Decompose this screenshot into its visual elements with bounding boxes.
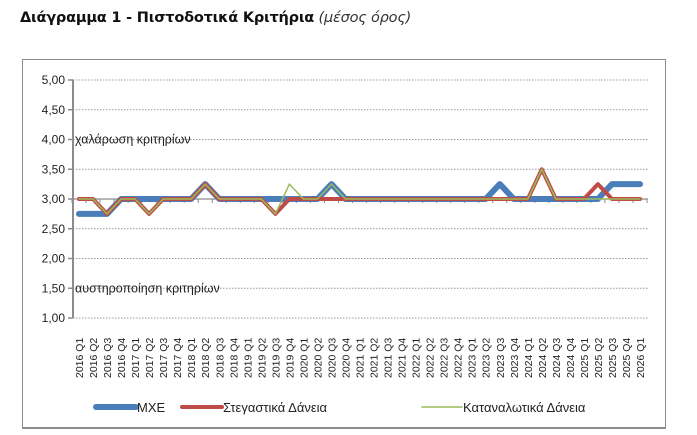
- x-tick-label: 2023 Q2: [481, 338, 493, 378]
- y-tick-label: 1,50: [42, 281, 66, 295]
- x-tick-label: 2020 Q1: [298, 338, 310, 378]
- x-tick-label: 2025 Q3: [607, 338, 619, 378]
- x-tick-label: 2021 Q2: [369, 338, 381, 378]
- x-tick-label: 2024 Q2: [537, 338, 549, 378]
- x-tick-label: 2017 Q4: [172, 338, 184, 378]
- x-tick-label: 2020 Q4: [340, 338, 352, 378]
- housing-loans-series-line: [77, 167, 642, 216]
- x-axis-ticks: 2016 Q1 2016 Q2 2016 Q3 2016 Q4 2017 Q1 2017 …: [74, 338, 647, 378]
- series-lines: [76, 167, 643, 217]
- x-tick-label: 2021 Q1: [355, 338, 367, 378]
- x-tick-label: 2019 Q4: [284, 338, 296, 378]
- x-tick-label: 2026 Q1: [635, 338, 647, 378]
- x-tick-label: 2024 Q1: [523, 338, 535, 378]
- x-tick-label: 2018 Q3: [214, 338, 226, 378]
- legend-label: Καταναλωτικά Δάνεια: [463, 400, 586, 415]
- y-tick-label: 4,50: [42, 103, 66, 117]
- legend: ΜΧΕ Στεγαστικά Δάνεια Καταναλωτικά Δάνεια: [93, 400, 586, 415]
- x-tick-label: 2025 Q1: [579, 338, 591, 378]
- chart-title-sub: (μέσος όρος): [318, 10, 412, 26]
- annotations: χαλάρωση κριτηρίων αυστηροποίηση κριτηρίω…: [75, 133, 220, 296]
- chart-title-main: Διάγραμμα 1 - Πιστοδοτικά Κριτήρια: [20, 10, 315, 26]
- chart-frame: [22, 59, 666, 429]
- x-tick-label: 2019 Q1: [242, 338, 254, 378]
- x-tick-label: 2022 Q4: [453, 338, 465, 378]
- x-tick-label: 2025 Q4: [621, 338, 633, 378]
- x-tick-label: 2017 Q1: [130, 338, 142, 378]
- legend-item-housing-loans: Στεγαστικά Δάνεια: [180, 400, 328, 415]
- x-tick-label: 2024 Q4: [565, 338, 577, 378]
- consumer-loans-series-line: [78, 168, 641, 215]
- x-tick-label: 2023 Q1: [467, 338, 479, 378]
- x-tick-label: 2016 Q1: [74, 338, 86, 378]
- x-tick-label: 2020 Q3: [326, 338, 338, 378]
- x-tick-label: 2018 Q4: [228, 338, 240, 378]
- x-tick-label: 2021 Q4: [397, 338, 409, 378]
- y-axis-ticks: 5,00 4,50 4,00 3,50 3,00 2,50 2,00 1,50 1,00: [42, 73, 66, 325]
- x-tick-label: 2018 Q1: [186, 338, 198, 378]
- x-tick-label: 2021 Q3: [383, 338, 395, 378]
- y-tick-label: 3,50: [42, 162, 66, 176]
- x-tick-label: 2018 Q2: [200, 338, 212, 378]
- x-tick-label: 2022 Q3: [439, 338, 451, 378]
- chart-annotation: χαλάρωση κριτηρίων: [75, 133, 191, 147]
- legend-label: Στεγαστικά Δάνεια: [223, 400, 328, 415]
- x-tick-label: 2024 Q3: [551, 338, 563, 378]
- x-tick-label: 2017 Q3: [158, 338, 170, 378]
- y-tick-label: 2,00: [42, 252, 66, 266]
- y-tick-label: 5,00: [42, 73, 66, 87]
- x-tick-label: 2022 Q1: [411, 338, 423, 378]
- chart-annotation: αυστηροποίηση κριτηρίων: [75, 281, 220, 295]
- x-tick-label: 2017 Q2: [144, 338, 156, 378]
- chart-title: Διάγραμμα 1 - Πιστοδοτικά Κριτήρια (μέσο…: [20, 10, 411, 26]
- y-tick-label: 1,00: [42, 311, 66, 325]
- legend-label: ΜΧΕ: [137, 400, 166, 415]
- legend-item-consumer-loans: Καταναλωτικά Δάνεια: [421, 400, 586, 415]
- x-tick-label: 2023 Q3: [495, 338, 507, 378]
- y-tick-label: 2,50: [42, 222, 66, 236]
- x-tick-label: 2016 Q3: [102, 338, 114, 378]
- x-tick-label: 2022 Q2: [425, 338, 437, 378]
- x-tick-label: 2023 Q4: [509, 338, 521, 378]
- x-tick-label: 2016 Q2: [88, 338, 100, 378]
- y-tick-label: 3,00: [42, 192, 66, 206]
- x-tick-label: 2016 Q4: [116, 338, 128, 378]
- x-tick-label: 2019 Q3: [270, 338, 282, 378]
- x-tick-label: 2020 Q2: [312, 338, 324, 378]
- legend-item-mxe: ΜΧΕ: [93, 400, 166, 415]
- y-tick-label: 4,00: [42, 133, 66, 147]
- x-tick-label: 2025 Q2: [593, 338, 605, 378]
- x-tick-label: 2019 Q2: [256, 338, 268, 378]
